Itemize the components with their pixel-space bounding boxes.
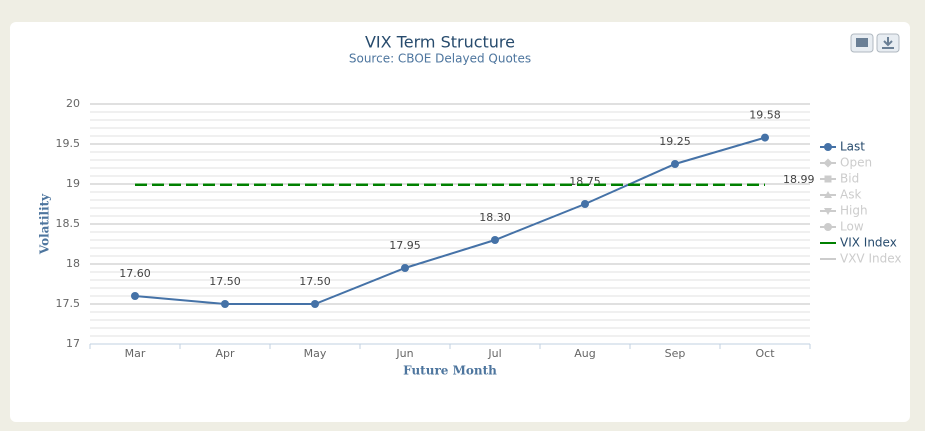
legend-marker bbox=[824, 143, 832, 151]
point bbox=[581, 200, 589, 208]
y-tick-label: 19 bbox=[66, 177, 80, 190]
x-tick-label: Jun bbox=[395, 347, 413, 360]
value-label: 19.25 bbox=[659, 135, 691, 148]
legend-item[interactable]: Bid bbox=[820, 172, 859, 186]
legend-item[interactable]: Ask bbox=[820, 188, 861, 202]
series-line bbox=[134, 136, 766, 305]
y-tick-label: 19.5 bbox=[56, 137, 81, 150]
x-tick-label: Jul bbox=[487, 347, 501, 360]
x-tick-label: Aug bbox=[574, 347, 595, 360]
legend-marker bbox=[824, 175, 832, 183]
legend-marker bbox=[824, 191, 832, 198]
legend-item[interactable]: Open bbox=[820, 156, 872, 170]
legend-item[interactable]: Low bbox=[820, 220, 864, 234]
value-label: 17.50 bbox=[299, 275, 331, 288]
point bbox=[491, 236, 499, 244]
y-axis-title: Volatility bbox=[38, 193, 52, 255]
x-tick-label: Oct bbox=[755, 347, 775, 360]
print-button[interactable] bbox=[850, 33, 874, 53]
legend-label: Bid bbox=[840, 172, 859, 186]
legend-marker bbox=[823, 158, 833, 168]
y-tick-label: 18.5 bbox=[56, 217, 81, 230]
legend-label: Low bbox=[840, 220, 864, 234]
legend-item[interactable]: High bbox=[820, 204, 868, 218]
x-tick-label: Apr bbox=[215, 347, 235, 360]
legend-label: VXV Index bbox=[840, 252, 902, 266]
value-label: 19.58 bbox=[749, 109, 781, 122]
y-tick-label: 18 bbox=[66, 257, 80, 270]
legend-marker bbox=[824, 208, 832, 215]
value-label: 18.99 bbox=[783, 173, 815, 186]
point bbox=[311, 300, 319, 308]
x-tick-label: Sep bbox=[665, 347, 686, 360]
legend-item[interactable]: VXV Index bbox=[820, 252, 902, 266]
y-tick-label: 17 bbox=[66, 337, 80, 350]
legend-label: Last bbox=[840, 140, 865, 154]
value-label: 17.95 bbox=[389, 239, 421, 252]
value-label: 17.60 bbox=[119, 267, 151, 280]
y-tick-label: 20 bbox=[66, 97, 80, 110]
x-axis-title: Future Month bbox=[403, 364, 497, 378]
export-button[interactable] bbox=[876, 33, 900, 53]
point bbox=[131, 292, 139, 300]
legend-item[interactable]: Last bbox=[820, 140, 865, 154]
legend-item[interactable]: VIX Index bbox=[820, 236, 897, 250]
chart-subtitle: Source: CBOE Delayed Quotes bbox=[349, 52, 531, 66]
point bbox=[401, 264, 409, 272]
point bbox=[671, 160, 679, 168]
legend-label: Open bbox=[840, 156, 872, 170]
chart-panel bbox=[10, 22, 910, 422]
value-label: 17.50 bbox=[209, 275, 241, 288]
y-tick-label: 17.5 bbox=[56, 297, 81, 310]
point bbox=[221, 300, 229, 308]
legend-marker bbox=[824, 223, 832, 231]
legend-label: VIX Index bbox=[840, 236, 897, 250]
legend-label: High bbox=[840, 204, 868, 218]
value-label: 18.30 bbox=[479, 211, 511, 224]
x-tick-label: Mar bbox=[125, 347, 146, 360]
legend-label: Ask bbox=[840, 188, 861, 202]
chart-title: VIX Term Structure bbox=[365, 33, 515, 52]
point bbox=[761, 133, 769, 142]
x-tick-label: May bbox=[304, 347, 327, 360]
